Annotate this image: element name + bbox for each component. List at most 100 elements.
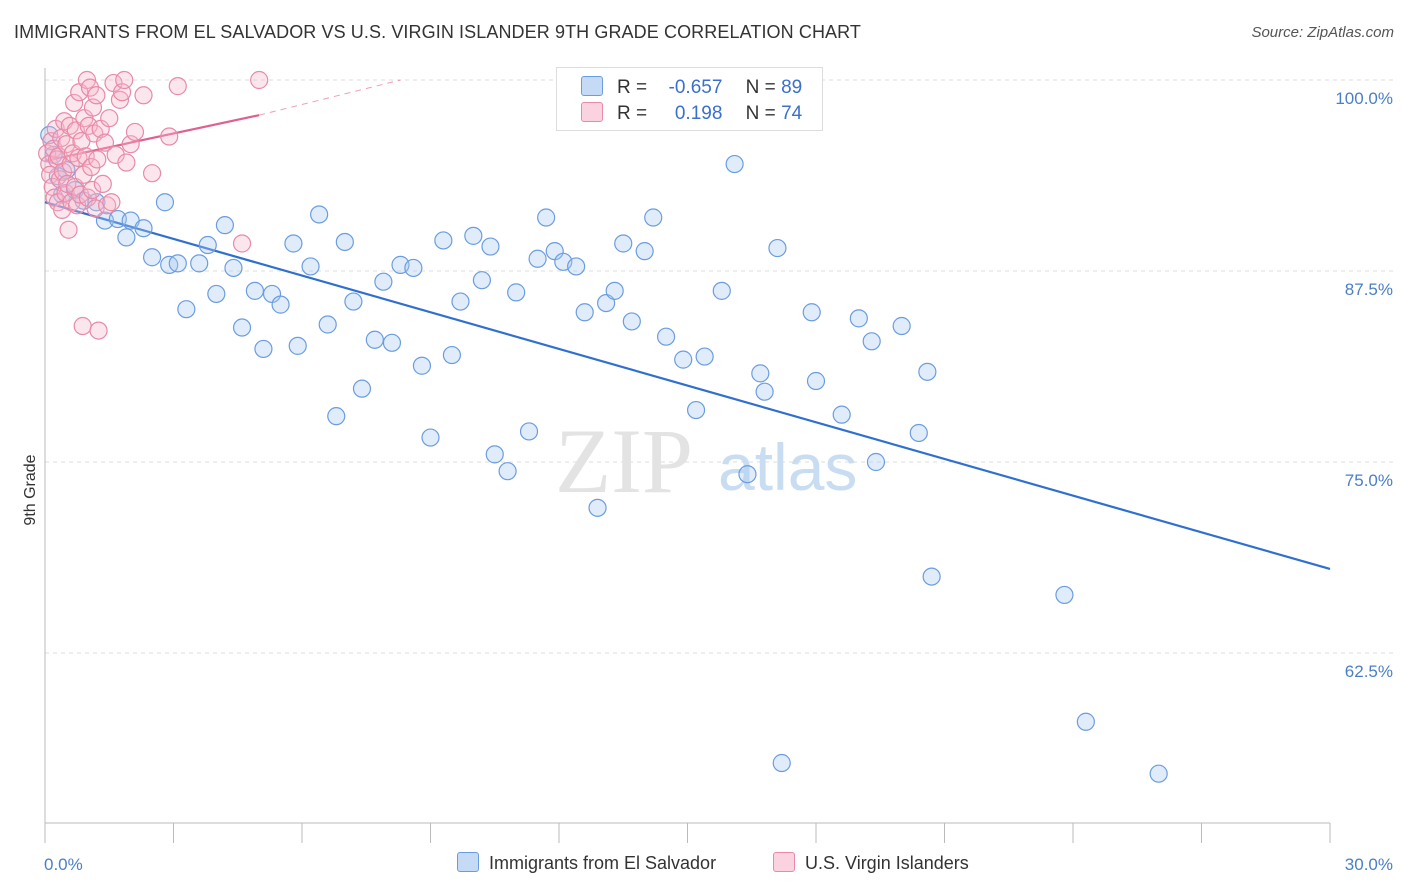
point-virgin-islanders — [76, 147, 95, 166]
point-el-salvador — [849, 309, 868, 328]
point-virgin-islanders — [73, 316, 92, 336]
point-virgin-islanders — [74, 165, 93, 184]
point-el-salvador — [674, 350, 693, 369]
point-el-salvador — [802, 303, 821, 322]
point-el-salvador — [644, 208, 663, 227]
x-tick-label: 30.0% — [1345, 855, 1393, 874]
point-el-salvador — [588, 498, 607, 517]
point-el-salvador — [537, 208, 556, 227]
point-el-salvador — [498, 462, 517, 481]
y-tick-label: 75.0% — [1345, 471, 1393, 490]
r-value: -0.657 — [668, 77, 723, 98]
trend-extension-virgin-islanders — [259, 79, 401, 116]
point-el-salvador — [909, 423, 928, 443]
point-el-salvador — [751, 364, 770, 383]
n-label: N = — [745, 103, 776, 124]
point-el-salvador — [1055, 585, 1074, 605]
point-el-salvador — [507, 283, 526, 302]
point-el-salvador — [117, 228, 136, 247]
point-virgin-islanders — [83, 180, 102, 200]
n-value: 89 — [781, 77, 803, 98]
point-el-salvador — [421, 428, 440, 447]
legend-label: U.S. Virgin Islanders — [805, 853, 969, 873]
point-el-salvador — [1076, 712, 1095, 731]
point-virgin-islanders — [80, 78, 100, 97]
point-virgin-islanders — [232, 234, 252, 253]
gridlines — [45, 79, 1395, 654]
y-tick-label: 62.5% — [1345, 662, 1393, 681]
source-label: Source: ZipAtlas.com — [1251, 24, 1394, 41]
point-el-salvador — [635, 242, 654, 261]
point-el-salvador — [528, 249, 547, 268]
point-el-salvador — [318, 315, 337, 334]
point-el-salvador — [442, 345, 462, 365]
point-virgin-islanders — [142, 164, 162, 183]
point-el-salvador — [725, 154, 744, 174]
point-el-salvador — [481, 237, 500, 256]
axes — [44, 68, 1331, 843]
point-el-salvador — [866, 452, 886, 472]
point-el-salvador — [374, 272, 393, 291]
point-virgin-islanders — [56, 183, 75, 203]
point-el-salvador — [806, 371, 826, 391]
point-el-salvador — [712, 281, 731, 300]
point-el-salvador — [284, 234, 303, 253]
point-el-salvador — [301, 257, 320, 276]
point-el-salvador — [190, 254, 209, 273]
n-label: N = — [745, 77, 776, 98]
point-el-salvador — [254, 339, 273, 359]
point-el-salvador — [434, 231, 453, 250]
legend-row-el-salvador: R = -0.657 N = 89 — [581, 76, 802, 100]
point-el-salvador — [352, 379, 372, 398]
r-value: 0.198 — [674, 103, 723, 124]
point-el-salvador — [472, 271, 491, 290]
point-el-salvador — [335, 232, 354, 252]
point-virgin-islanders — [86, 199, 105, 218]
watermark-atlas: atlas — [718, 430, 857, 504]
point-el-salvador — [755, 382, 774, 401]
point-el-salvador — [344, 292, 363, 311]
legend-label: Immigrants from El Salvador — [489, 853, 717, 873]
y-tick-label: 87.5% — [1345, 280, 1393, 299]
point-el-salvador — [464, 226, 483, 245]
point-virgin-islanders — [100, 109, 119, 128]
legend-item-virgin-islanders: U.S. Virgin Islanders — [773, 852, 969, 874]
point-virgin-islanders — [93, 174, 112, 194]
r-label: R = — [617, 103, 648, 124]
point-el-salvador — [288, 336, 307, 355]
point-el-salvador — [224, 258, 243, 278]
point-virgin-islanders — [160, 127, 179, 146]
x-tick-label: 0.0% — [44, 855, 83, 874]
point-virgin-islanders — [125, 122, 145, 142]
point-el-salvador — [918, 362, 937, 381]
point-el-salvador — [832, 405, 851, 424]
point-el-salvador — [862, 332, 881, 351]
point-virgin-islanders — [95, 133, 115, 152]
point-el-salvador — [155, 193, 175, 212]
point-virgin-islanders — [102, 193, 121, 212]
point-el-salvador — [605, 281, 624, 300]
point-virgin-islanders — [250, 70, 269, 90]
stats-legend: R = -0.657 N = 89 R = 0.198 N = 74 — [556, 67, 823, 131]
legend-swatch-blue — [457, 852, 479, 872]
point-el-salvador — [622, 312, 641, 331]
point-virgin-islanders — [168, 77, 187, 96]
point-el-salvador — [215, 216, 234, 235]
r-label: R = — [617, 77, 648, 98]
point-el-salvador — [142, 248, 162, 267]
point-virgin-islanders — [88, 150, 107, 169]
point-virgin-islanders — [115, 70, 134, 90]
point-el-salvador — [695, 347, 714, 366]
point-el-salvador — [519, 422, 539, 441]
legend-item-el-salvador: Immigrants from El Salvador — [457, 852, 716, 874]
point-el-salvador — [451, 292, 470, 311]
point-virgin-islanders — [134, 86, 153, 105]
point-el-salvador — [198, 235, 217, 255]
point-el-salvador — [922, 567, 941, 586]
point-el-salvador — [177, 300, 196, 319]
watermark-zip: ZIP — [555, 410, 693, 512]
point-virgin-islanders — [89, 321, 108, 340]
point-el-salvador — [892, 316, 911, 336]
point-el-salvador — [412, 356, 432, 375]
